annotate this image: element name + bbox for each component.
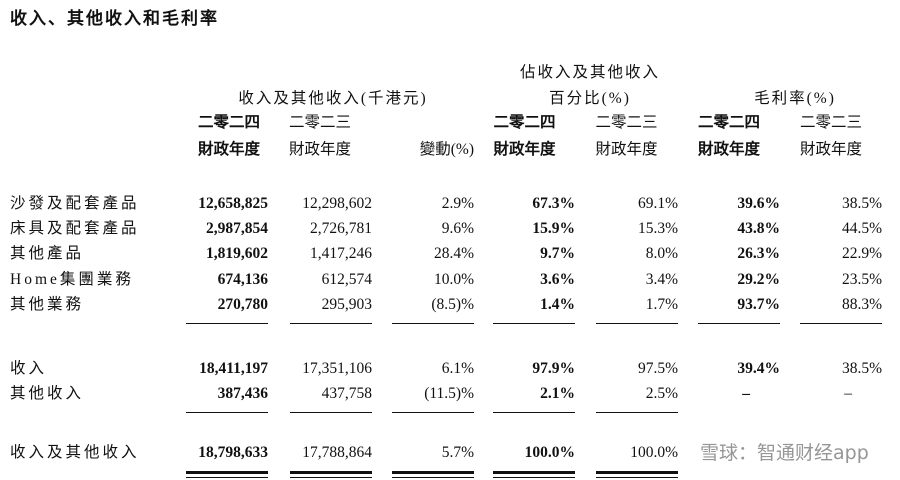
cell-change: (8.5)% (372, 294, 474, 324)
col-fy: 財政年度 (493, 141, 556, 158)
col-fy: 財政年度 (697, 141, 760, 158)
cell-rev2023: 2,726,781 (310, 220, 372, 237)
cell-pct2023: 15.3% (637, 220, 678, 237)
cell-rev2024: 18,798,633 (186, 442, 268, 478)
cell-gm2024: 43.8% (737, 220, 780, 237)
cell-gm2023: 23.5% (841, 271, 882, 288)
cell-pct2024: 97.9% (532, 360, 575, 377)
cell-rev2024: 18,411,197 (199, 360, 268, 377)
cell-change: 28.4% (433, 245, 474, 262)
cell-rev2023: 17,788,864 (268, 442, 372, 478)
row-label: 其他收入 (10, 385, 85, 402)
cell-gm2024: 29.2% (737, 271, 780, 288)
cell-pct2024: 1.4% (474, 294, 575, 324)
section-title: 收入、其他收入和毛利率 (10, 9, 219, 28)
cell-change: 6.1% (441, 360, 474, 377)
row-label: Home集團業務 (10, 271, 134, 288)
header-fy-row: 財政年度 財政年度 變動(%) 財政年度 財政年度 財政年度 財政年度 (0, 139, 882, 161)
cell-pct2023: 1.7% (575, 294, 678, 324)
table-row: 收入 18,411,197 17,351,106 6.1% 97.9% 97.5% 39.4… (0, 358, 882, 380)
cell-change: 5.7% (372, 442, 474, 478)
col-2024: 二零二四 (697, 114, 760, 131)
cell-rev2024: 1,819,602 (206, 245, 268, 262)
cell-pct2024: 15.9% (532, 220, 575, 237)
row-label: 其他產品 (10, 245, 85, 262)
cell-change: 2.9% (441, 195, 474, 212)
cell-rev2023: 437,758 (268, 383, 372, 413)
table-row: 收入及其他收入 18,798,633 17,788,864 5.7% 100.0% 100… (0, 442, 882, 478)
col-2023: 二零二三 (288, 114, 351, 131)
cell-gm2024: 39.6% (737, 195, 780, 212)
row-label: 床具及配套產品 (10, 220, 140, 237)
cell-pct2024: 9.7% (540, 245, 575, 262)
cell-pct2023: 100.0% (575, 442, 678, 478)
watermark: 雪球：智通财经app (700, 442, 869, 464)
col-2023: 二零二三 (799, 114, 862, 131)
cell-gm2024: 39.4% (737, 360, 780, 377)
cell-gm2023: 88.3% (780, 294, 882, 324)
col-2023: 二零二三 (595, 114, 658, 131)
cell-gm2024: 26.3% (737, 245, 780, 262)
cell-rev2023: 17,351,106 (302, 360, 372, 377)
col-fy: 財政年度 (197, 141, 260, 158)
cell-gm2023: 38.5% (841, 360, 882, 377)
cell-pct2023: 2.5% (575, 383, 678, 413)
cell-rev2023: 12,298,602 (302, 195, 372, 212)
cell-pct2023: 8.0% (645, 245, 678, 262)
row-label: 收入及其他收入 (10, 444, 140, 461)
cell-rev2023: 612,574 (321, 271, 372, 288)
revenue-group-header: 收入及其他收入(千港元) (238, 90, 428, 107)
cell-rev2024: 12,658,825 (198, 195, 268, 212)
cell-pct2023: 3.4% (645, 271, 678, 288)
table-row: Home集團業務 674,136 612,574 10.0% 3.6% 3.4% 29.2%… (0, 269, 882, 291)
cell-gm2023: 44.5% (841, 220, 882, 237)
table-row: 其他業務 270,780 295,903 (8.5)% 1.4% 1.7% 93.7% 88.… (0, 294, 882, 324)
col-fy: 財政年度 (799, 141, 862, 158)
cell-pct2024: 67.3% (532, 195, 575, 212)
table-row: 其他收入 387,436 437,758 (11.5)% 2.1% 2.5% – – (0, 383, 882, 413)
col-fy: 財政年度 (288, 141, 351, 158)
cell-pct2024: 2.1% (474, 383, 575, 413)
cell-rev2024: 674,136 (217, 271, 268, 288)
cell-rev2024: 387,436 (186, 383, 268, 413)
cell-change: (11.5)% (372, 383, 474, 413)
cell-rev2024: 2,987,854 (206, 220, 268, 237)
cell-rev2023: 295,903 (268, 294, 372, 324)
cell-pct2023: 97.5% (637, 360, 678, 377)
pct-group-header-2: 百分比(%) (549, 90, 631, 107)
col-change: 變動(%) (419, 141, 474, 158)
cell-gm2024: 93.7% (678, 294, 780, 324)
gm-group-header: 毛利率(%) (754, 90, 836, 107)
table-row: 床具及配套產品 2,987,854 2,726,781 9.6% 15.9% 15.3% 4… (0, 218, 882, 240)
cell-change: 9.6% (441, 220, 474, 237)
row-label: 其他業務 (10, 296, 85, 313)
cell-rev2023: 1,417,246 (310, 245, 372, 262)
cell-gm2023: – (844, 385, 852, 402)
cell-change: 10.0% (433, 271, 474, 288)
table-row: 沙發及配套產品 12,658,825 12,298,602 2.9% 67.3% 69.1… (0, 193, 882, 215)
col-2024: 二零二四 (493, 114, 556, 131)
cell-gm2024: – (742, 385, 750, 402)
cell-pct2024: 100.0% (474, 442, 575, 478)
row-label: 收入 (10, 360, 48, 377)
row-label: 沙發及配套產品 (10, 195, 140, 212)
header-year-row: 二零二四 二零二三 二零二四 二零二三 二零二四 二零二三 (0, 112, 882, 134)
cell-rev2024: 270,780 (186, 294, 268, 324)
cell-gm2023: 38.5% (841, 195, 882, 212)
col-fy: 財政年度 (595, 141, 658, 158)
pct-group-header-1: 佔收入及其他收入 (519, 64, 660, 81)
cell-gm2023: 22.9% (841, 245, 882, 262)
cell-pct2023: 69.1% (637, 195, 678, 212)
cell-pct2024: 3.6% (540, 271, 575, 288)
table-row: 其他產品 1,819,602 1,417,246 28.4% 9.7% 8.0% 26.3%… (0, 243, 882, 265)
col-2024: 二零二四 (197, 114, 260, 131)
